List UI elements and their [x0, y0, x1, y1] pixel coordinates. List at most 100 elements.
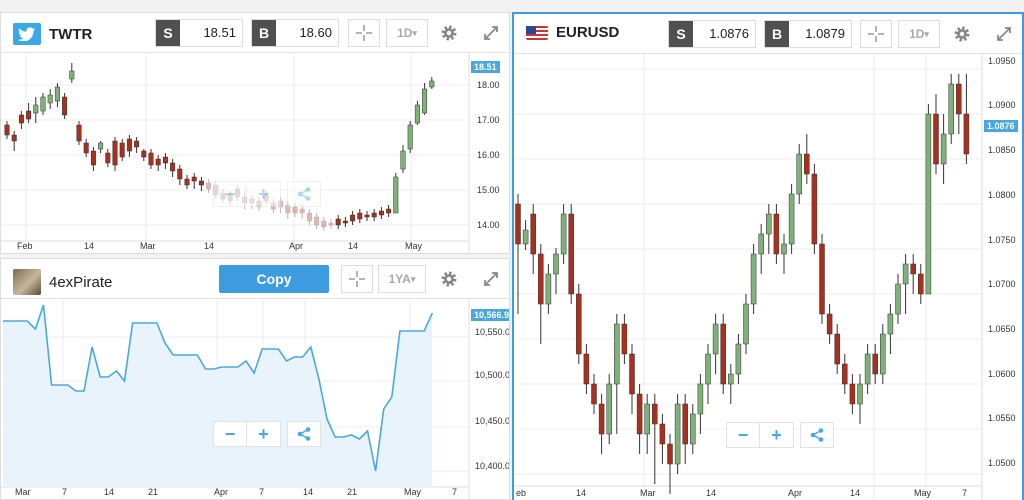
candle	[112, 137, 118, 171]
candle-body	[560, 213, 567, 255]
zoom-out-button[interactable]: −	[726, 422, 760, 448]
candle-body	[530, 213, 536, 255]
buy-price: 18.60	[299, 25, 332, 40]
candle	[538, 244, 544, 344]
candle-body	[682, 403, 688, 445]
candle-body	[393, 176, 399, 214]
y-tick: 17.00	[477, 115, 500, 125]
candle	[895, 274, 901, 324]
zoom-out-button[interactable]: −	[213, 181, 247, 207]
y-tick: 1.0550	[988, 413, 1016, 423]
candle-body	[781, 243, 787, 255]
expand-button[interactable]	[475, 19, 507, 47]
candle-body	[796, 153, 802, 195]
twtr-candlestick-chart[interactable]	[1, 53, 510, 254]
sell-price-box[interactable]: S 1.0876	[668, 20, 756, 48]
candle	[83, 139, 89, 157]
candle	[796, 144, 802, 204]
candle	[278, 197, 284, 213]
candle-body	[47, 94, 53, 104]
candle	[270, 199, 276, 213]
candle-body	[743, 303, 749, 345]
candle	[728, 364, 734, 404]
candle-body	[918, 273, 924, 295]
candle-body	[644, 403, 650, 435]
candle	[773, 204, 780, 264]
candle-body	[134, 140, 140, 148]
candle	[256, 197, 262, 211]
candle	[414, 101, 420, 125]
x-tick: Apr	[289, 241, 304, 251]
crosshair-button[interactable]	[348, 19, 380, 47]
candle	[560, 204, 567, 264]
candle	[393, 173, 399, 214]
candle-body	[105, 152, 111, 164]
y-tick: 16.00	[477, 150, 500, 160]
buy-price-box[interactable]: B 1.0879	[764, 20, 852, 48]
expand-button[interactable]	[988, 20, 1020, 48]
zoom-in-button[interactable]: +	[760, 422, 794, 448]
eurusd-panel: EURUSD S 1.0876 B 1.0879 1D 1.0876 1.095…	[512, 12, 1024, 500]
candle	[148, 149, 154, 169]
x-tick: 7	[962, 488, 968, 498]
candle	[910, 254, 916, 294]
share-button[interactable]	[287, 421, 321, 447]
candle	[758, 224, 764, 274]
candle	[306, 209, 312, 225]
x-tick: 21	[148, 487, 159, 497]
current-price-tag: 1.0876	[984, 120, 1018, 132]
trader-title[interactable]: 4exPirate	[13, 269, 112, 295]
candle-body	[842, 363, 848, 385]
y-tick: 1.0750	[988, 235, 1016, 245]
candle-body	[773, 213, 780, 255]
candle	[335, 215, 341, 229]
candle	[292, 203, 298, 217]
candle-body	[26, 110, 32, 120]
us-flag-icon	[526, 25, 548, 40]
zoom-out-button[interactable]: −	[213, 421, 247, 447]
candle-body	[170, 162, 176, 172]
settings-button[interactable]	[433, 19, 465, 47]
candle	[357, 209, 363, 223]
share-button[interactable]	[287, 181, 321, 207]
candle-body	[119, 142, 125, 158]
candle	[191, 173, 197, 189]
candle-body	[766, 213, 772, 235]
sell-price-box[interactable]: S 18.51	[155, 19, 243, 47]
candle	[285, 201, 291, 219]
sell-price: 18.51	[203, 25, 236, 40]
candle-body	[545, 273, 552, 305]
share-button[interactable]	[800, 422, 834, 448]
candle	[956, 74, 962, 134]
candle	[105, 149, 111, 167]
equity-area	[3, 305, 433, 487]
candle	[735, 334, 742, 384]
candle	[933, 94, 939, 174]
candle-body	[515, 203, 521, 245]
crosshair-button[interactable]	[341, 265, 373, 293]
buy-price-box[interactable]: B 18.60	[251, 19, 339, 47]
instrument-title[interactable]: TWTR	[13, 23, 92, 45]
candle-body	[940, 133, 947, 165]
candle-body	[887, 313, 894, 335]
expand-button[interactable]	[475, 265, 507, 293]
timeframe-select[interactable]: 1D	[898, 20, 940, 48]
eurusd-candlestick-chart[interactable]	[514, 54, 1022, 500]
settings-button[interactable]	[946, 20, 978, 48]
zoom-in-button[interactable]: +	[247, 181, 281, 207]
crosshair-button[interactable]	[860, 20, 892, 48]
candle	[242, 191, 248, 209]
crosshair-icon	[868, 26, 884, 42]
settings-button[interactable]	[433, 265, 465, 293]
copy-button[interactable]: Copy	[219, 265, 329, 293]
instrument-title[interactable]: EURUSD	[526, 24, 619, 41]
zoom-in-button[interactable]: +	[247, 421, 281, 447]
candle	[925, 104, 932, 295]
candle	[11, 131, 17, 151]
equity-line-chart[interactable]	[1, 299, 510, 500]
timeframe-select[interactable]: 1D	[386, 19, 428, 47]
y-tick: 1.0800	[988, 190, 1016, 200]
timeframe-select[interactable]: 1YA	[378, 265, 426, 293]
candle	[62, 93, 68, 119]
candle	[522, 220, 529, 250]
